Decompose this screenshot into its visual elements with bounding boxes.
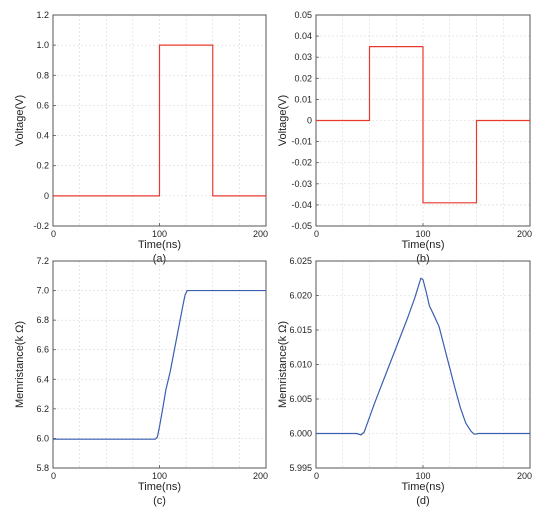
- chart-a-xtick-label: 0: [51, 229, 56, 239]
- chart-b-ytick-label: 0.05: [294, 10, 312, 20]
- chart-a-ytick-label: -0.2: [33, 221, 49, 231]
- chart-d-ytick-label: 6.000: [289, 429, 312, 439]
- chart-b-ytick-label: -0.05: [291, 221, 312, 231]
- chart-c-xtick-label: 0: [51, 471, 56, 481]
- chart-b-xtick-label: 100: [415, 229, 430, 239]
- chart-b-ytick-label: 0.01: [294, 94, 312, 104]
- chart-a-ytick-label: 1.0: [36, 40, 49, 50]
- chart-d-ytick-label: 6.010: [289, 360, 312, 370]
- chart-b-caption: (b): [416, 253, 429, 265]
- chart-d-ytick-label: 6.020: [289, 291, 312, 301]
- chart-b-ytick-label: -0.03: [291, 179, 312, 189]
- chart-c-xlabel: Time(ns): [138, 481, 181, 493]
- chart-a-ytick-label: 1.2: [36, 10, 49, 20]
- chart-a-xtick-label: 200: [253, 229, 268, 239]
- chart-d-xtick-label: 100: [415, 471, 430, 481]
- chart-c-ytick-label: 6.2: [36, 404, 49, 414]
- chart-a-caption: (a): [153, 253, 166, 265]
- chart-a-ylabel: Voltage(V): [14, 95, 26, 146]
- chart-d-xtick-label: 0: [314, 471, 319, 481]
- chart-a-xtick-label: 100: [152, 229, 167, 239]
- chart-d-ytick-label: 6.025: [289, 256, 312, 266]
- chart-a-ytick-label: 0.4: [36, 131, 49, 141]
- chart-b-ytick-label: -0.01: [291, 137, 312, 147]
- chart-c-series-line: [53, 289, 266, 440]
- chart-a-series-line: [53, 44, 266, 197]
- chart-a-ytick-label: 0.6: [36, 100, 49, 110]
- chart-d: 5.995 6.000 6.005 6.010 6.015 6.020 6.025 0 100 2…: [277, 256, 532, 507]
- chart-c-ytick-label: 6.4: [36, 374, 49, 384]
- chart-b-xtick-label: 200: [517, 229, 532, 239]
- chart-b-ytick-label: -0.02: [291, 158, 312, 168]
- chart-d-caption: (d): [416, 495, 429, 507]
- chart-b-xtick-label: 0: [314, 229, 319, 239]
- chart-c-grid: [53, 261, 266, 468]
- chart-c-xtick-label: 100: [152, 471, 167, 481]
- chart-a-ytick-label: 0.8: [36, 70, 49, 80]
- chart-d-ytick-label: 5.995: [289, 463, 312, 473]
- chart-b-xlabel: Time(ns): [402, 239, 445, 251]
- chart-b: -0.05 -0.04 -0.03 -0.02 -0.01 0 0.01 0.02 0.03 0.…: [277, 10, 532, 265]
- chart-c-ytick-label: 5.8: [36, 463, 49, 473]
- chart-d-ytick-label: 6.005: [289, 394, 312, 404]
- chart-c: 5.8 6.0 6.2 6.4 6.6 6.8 7.0 7.2 0 100 200 Time(ns) (…: [14, 256, 268, 507]
- chart-c-frame: [52, 260, 267, 469]
- chart-a-ytick-label: 0: [44, 191, 49, 201]
- chart-d-xlabel: Time(ns): [402, 481, 445, 493]
- chart-a-xlabel: Time(ns): [138, 239, 181, 251]
- chart-c-ylabel: Memristance(k Ω): [14, 321, 26, 408]
- chart-c-ytick-label: 6.6: [36, 345, 49, 355]
- chart-c-xtick-label: 200: [253, 471, 268, 481]
- chart-a-ytick-label: 0.2: [36, 161, 49, 171]
- chart-b-ytick-label: 0.02: [294, 73, 312, 83]
- chart-b-ytick-label: 0: [307, 116, 312, 126]
- chart-d-grid: [316, 261, 530, 468]
- chart-b-ylabel: Voltage(V): [277, 95, 289, 146]
- chart-b-ytick-label: 0.03: [294, 52, 312, 62]
- chart-b-series-line: [316, 46, 530, 204]
- chart-a: -0.200.20.40.60.81.01.20 100 200Time(ns)(a…: [14, 10, 268, 265]
- chart-c-ytick-label: 7.0: [36, 286, 49, 296]
- chart-d-ytick-label: 6.015: [289, 325, 312, 335]
- chart-b-ytick-label: -0.04: [291, 200, 312, 210]
- chart-d-series-line: [316, 277, 530, 436]
- chart-c-ytick-label: 7.2: [36, 256, 49, 266]
- chart-c-ytick-label: 6.0: [36, 433, 49, 443]
- chart-d-ylabel: Memristance(k Ω): [277, 321, 289, 408]
- chart-c-caption: (c): [153, 495, 166, 507]
- chart-b-ytick-label: 0.04: [294, 31, 312, 41]
- chart-d-xtick-label: 200: [517, 471, 532, 481]
- chart-c-ytick-label: 6.8: [36, 315, 49, 325]
